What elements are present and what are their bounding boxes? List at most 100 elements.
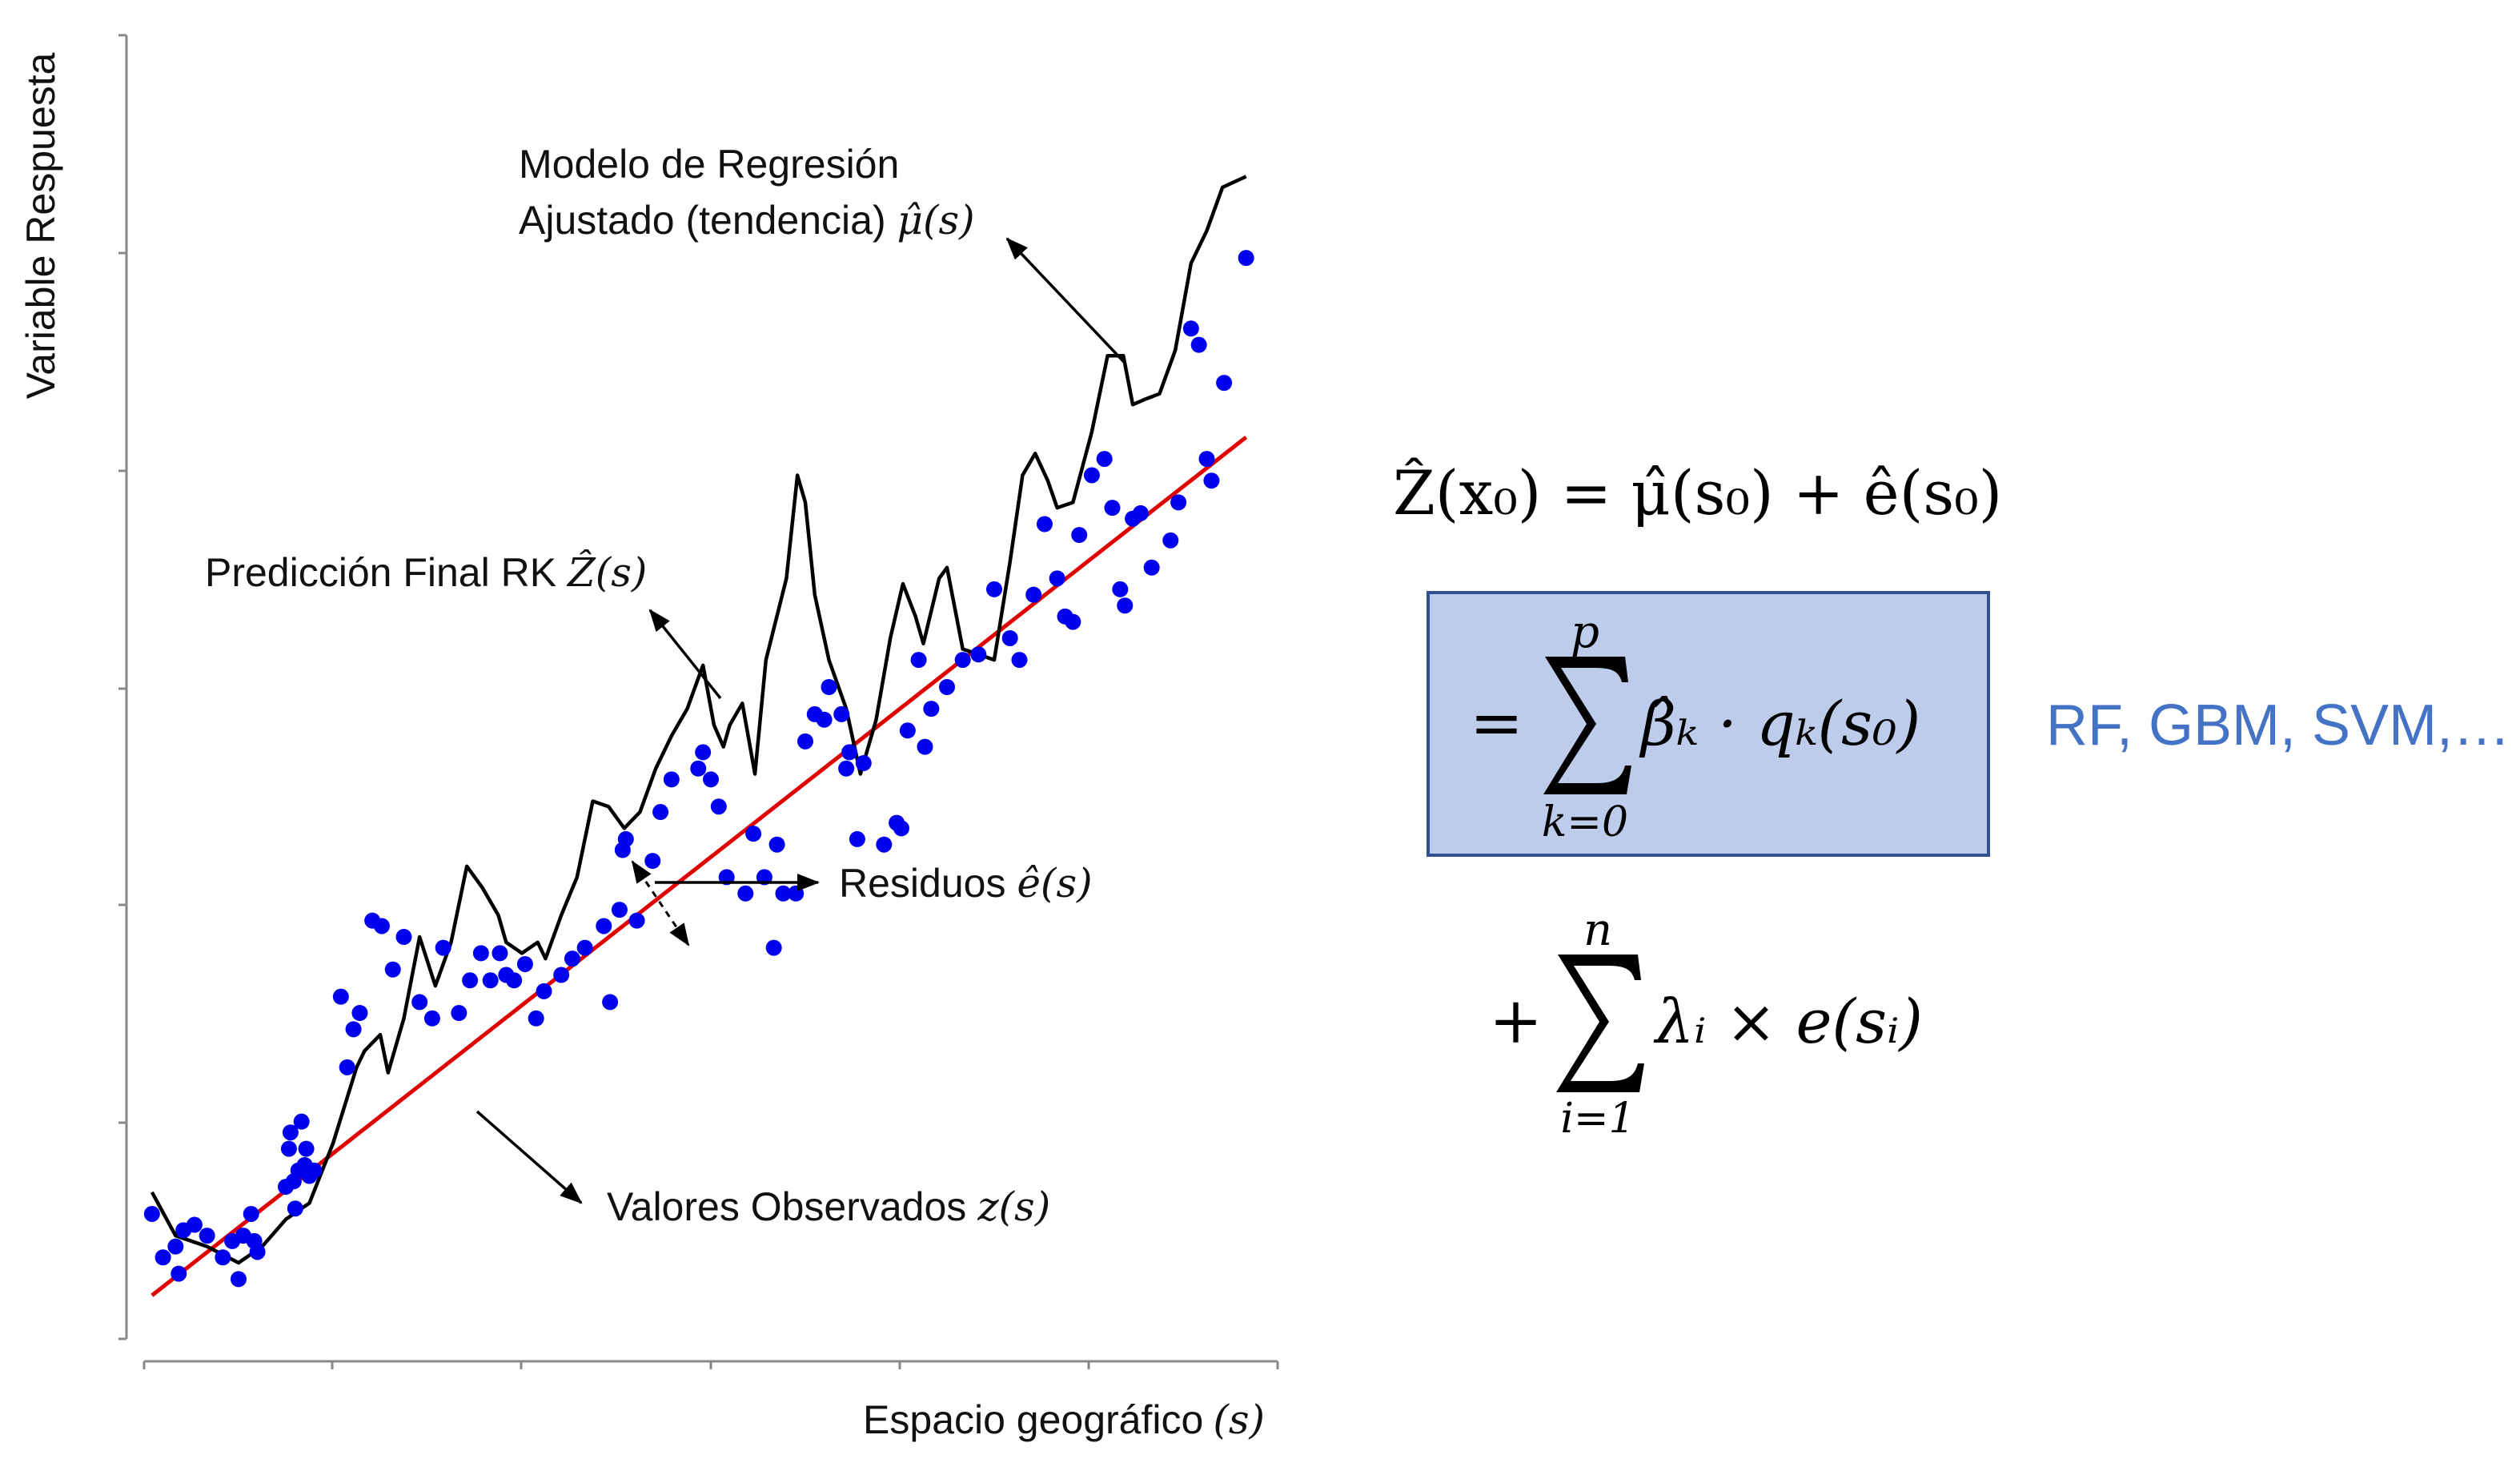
box-term: β̂ₖ · qₖ(s₀): [1639, 688, 1920, 759]
observed-point: [1143, 559, 1160, 576]
observed-point: [695, 744, 712, 761]
observed-point: [986, 581, 1002, 597]
observed-point: [838, 760, 855, 777]
observed-point: [293, 1113, 310, 1130]
observed-point: [332, 988, 349, 1005]
residuals-math: ê(s): [1017, 860, 1092, 906]
observed-point: [917, 738, 933, 755]
line3-term: λᵢ × e(sᵢ): [1653, 986, 1923, 1057]
observed-point: [482, 972, 499, 989]
observed-point: [384, 961, 401, 978]
observed-point: [451, 1005, 467, 1021]
observed-point: [652, 804, 669, 821]
observed-point: [435, 939, 451, 956]
observed-point: [462, 972, 479, 989]
observed-point: [1132, 504, 1149, 521]
x-axis-label-var: (s): [1213, 1397, 1265, 1443]
x-axis-label: Espacio geográfico (s): [863, 1397, 1265, 1443]
observed-point: [1001, 629, 1018, 646]
observed-point: [1203, 472, 1220, 489]
observed-point: [611, 902, 628, 918]
equation-block: Ẑ(x₀) = μ̂(s₀) + ê(s₀) = p k=0 β̂ₖ · qₖ(…: [1393, 456, 2002, 1143]
observed-point: [167, 1238, 184, 1255]
observed-point: [411, 994, 428, 1011]
rk-prediction-line: [150, 175, 1247, 1265]
observed-point: [1011, 652, 1028, 669]
observed-point: [249, 1244, 266, 1260]
observed-point: [472, 945, 489, 962]
observed-point: [775, 885, 792, 902]
trend-annotation: Modelo de Regresión Ajustado (tendencia)…: [519, 142, 1126, 364]
observed-point: [243, 1205, 259, 1222]
y-axis-label: Variable Respuesta: [18, 52, 63, 399]
observed-point: [745, 826, 762, 842]
observed-point: [910, 652, 927, 669]
observed-point: [1104, 500, 1121, 516]
observed-point: [199, 1228, 215, 1244]
observed-point: [765, 939, 782, 956]
equation-line1: Ẑ(x₀) = μ̂(s₀) + ê(s₀): [1393, 456, 2002, 529]
observed-math: z(s): [977, 1184, 1050, 1230]
rk-arrow: [648, 609, 722, 700]
observed-point: [970, 646, 987, 663]
observed-point: [564, 951, 580, 967]
observed-point: [1170, 494, 1187, 511]
observed-point: [1049, 570, 1065, 587]
observed-point: [516, 955, 533, 972]
observed-point: [373, 918, 390, 934]
observed-point: [768, 836, 785, 853]
observed-point: [1112, 581, 1129, 597]
residuals-annotation: Residuos ê(s): [631, 860, 1093, 947]
observed-points-group: [143, 250, 1254, 1288]
observed-point: [602, 994, 619, 1011]
residual-dashed-arrow: [631, 860, 690, 947]
observed-point: [298, 1140, 315, 1157]
observed-point: [171, 1265, 187, 1282]
observed-point: [954, 652, 971, 669]
observed-point: [215, 1249, 231, 1266]
observed-point: [395, 929, 412, 946]
observed-point: [1117, 597, 1134, 614]
residuals-label: Residuos ê(s): [839, 860, 1093, 906]
observed-point: [280, 1140, 297, 1157]
observed-point: [703, 771, 719, 788]
observed-point: [287, 1200, 303, 1217]
observed-point: [893, 820, 909, 837]
observed-point: [710, 798, 727, 815]
line3-sum-upper: n: [1583, 904, 1612, 956]
observed-point: [816, 711, 833, 728]
line3-plus: +: [1489, 983, 1543, 1058]
observed-point: [576, 939, 593, 956]
observed-point: [690, 760, 707, 777]
box-sigma: [1543, 657, 1631, 794]
axes: [118, 34, 1279, 1369]
observed-point: [1198, 451, 1215, 468]
observed-point: [644, 853, 661, 870]
observed-point: [154, 1249, 171, 1266]
observed-point: [1065, 613, 1081, 630]
observed-point: [306, 1162, 323, 1179]
observed-point: [1096, 451, 1113, 468]
observed-point: [788, 885, 805, 902]
observed-point: [663, 771, 680, 788]
trend-label-line1: Modelo de Regresión: [519, 142, 899, 187]
observed-point: [1238, 250, 1254, 267]
ml-trend-box: [1427, 591, 1990, 857]
trend-math: μ̂(s): [897, 197, 975, 243]
observed-point: [833, 705, 850, 722]
observed-point: [231, 1271, 247, 1288]
observed-point: [628, 912, 645, 929]
observed-point: [423, 1010, 440, 1027]
observed-point: [1083, 467, 1100, 484]
line3-sum-lower: i=1: [1560, 1095, 1635, 1143]
observed-point: [855, 754, 872, 771]
observed-point: [143, 1205, 160, 1222]
observed-point: [737, 885, 754, 902]
observed-point: [939, 679, 955, 695]
observed-point: [841, 744, 858, 761]
rk-annotation: Predicción Final RK Ẑ(s): [205, 549, 722, 700]
observed-point: [1025, 586, 1042, 603]
observed-point: [492, 945, 508, 962]
observed-point: [849, 830, 865, 847]
